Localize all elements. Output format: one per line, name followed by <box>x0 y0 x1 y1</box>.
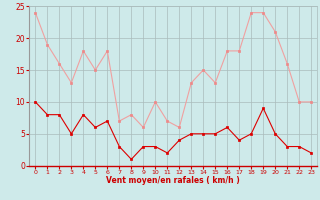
X-axis label: Vent moyen/en rafales ( km/h ): Vent moyen/en rafales ( km/h ) <box>107 176 240 185</box>
